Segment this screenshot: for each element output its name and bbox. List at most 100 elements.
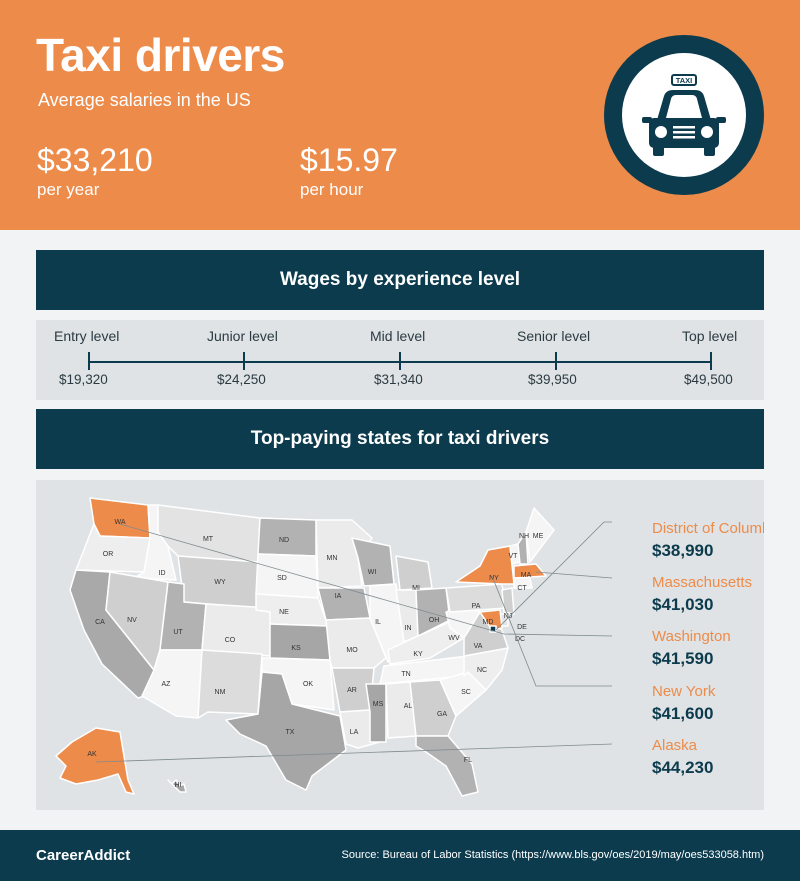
level-label-mid: Mid level	[370, 328, 426, 344]
state-label: PA	[472, 603, 481, 610]
timeline-tick	[555, 352, 557, 370]
top-state-value: $41,030	[652, 595, 714, 614]
state-label: NM	[215, 689, 226, 696]
taxi-icon-badge: TAXI	[604, 35, 764, 195]
state-label: NV	[127, 617, 137, 624]
state-label: OH	[429, 617, 440, 624]
state-label: NC	[477, 667, 487, 674]
state-ct	[513, 577, 533, 589]
hourly-salary-unit: per hour	[300, 180, 364, 199]
leader-line-dc	[495, 521, 612, 631]
leader-line-wa	[119, 523, 613, 637]
state-me	[525, 507, 555, 563]
leader-line-ak	[95, 743, 613, 763]
state-mi	[395, 555, 433, 591]
state-ma	[513, 563, 547, 579]
level-value-mid: $31,340	[374, 372, 423, 387]
state-label: TX	[286, 729, 295, 736]
state-label: MS	[373, 701, 384, 708]
top-state-value: $41,590	[652, 649, 714, 668]
state-label: MT	[203, 536, 214, 543]
state-label: MO	[346, 647, 358, 654]
top-state-value: $41,600	[652, 704, 714, 723]
page-subtitle: Average salaries in the US	[38, 90, 251, 110]
brand-logo: CareerAddict	[36, 847, 131, 864]
state-label: ID	[159, 570, 166, 577]
level-label-junior: Junior level	[207, 328, 278, 344]
top-state-name: Alaska	[652, 737, 698, 754]
level-label-top: Top level	[682, 328, 738, 344]
top-state-value: $44,230	[652, 758, 714, 777]
state-md	[479, 609, 503, 631]
timeline-tick	[710, 352, 712, 370]
state-ga	[409, 679, 457, 737]
experience-heading: Wages by experience level	[36, 250, 764, 310]
top-state-value: $38,990	[652, 541, 714, 560]
state-label: MN	[327, 555, 338, 562]
footer: CareerAddict Source: Bureau of Labor Sta…	[0, 830, 800, 881]
state-label: UT	[173, 629, 183, 636]
top-state-name: District of Columbia	[652, 520, 764, 537]
state-label: NH	[519, 533, 529, 540]
state-label: KY	[413, 651, 423, 658]
state-label: SC	[461, 689, 471, 696]
state-label: ND	[279, 537, 289, 544]
state-label: OK	[303, 681, 313, 688]
state-label: WV	[448, 635, 460, 642]
state-label: MD	[483, 619, 494, 626]
level-label-senior: Senior level	[517, 328, 591, 344]
state-label: ME	[533, 533, 544, 540]
state-ak	[55, 727, 135, 795]
leader-lines	[95, 521, 613, 763]
state-label: DE	[517, 624, 527, 631]
state-label: KS	[291, 645, 301, 652]
state-label: MA	[521, 572, 532, 579]
state-label: DC	[515, 636, 525, 643]
state-label: VT	[509, 553, 519, 560]
timeline-tick	[88, 352, 90, 370]
source-citation: Source: Bureau of Labor Statistics (http…	[341, 849, 764, 861]
state-label: TN	[401, 671, 410, 678]
state-label: IA	[335, 593, 342, 600]
state-label: CA	[95, 619, 105, 626]
yearly-salary: $33,210 per year	[37, 142, 153, 200]
state-label: FL	[464, 757, 472, 764]
state-hi	[167, 779, 187, 793]
state-label: GA	[437, 711, 447, 718]
state-label: WY	[214, 579, 226, 586]
hourly-salary-value: $15.97	[300, 142, 398, 178]
level-value-senior: $39,950	[528, 372, 577, 387]
header: Taxi drivers Average salaries in the US …	[0, 0, 800, 230]
timeline-tick	[399, 352, 401, 370]
experience-timeline: Entry level Junior level Mid level Senio…	[36, 320, 764, 400]
hourly-salary: $15.97 per hour	[300, 142, 398, 200]
state-nm	[197, 649, 263, 719]
state-label: SD	[277, 575, 287, 582]
state-sd	[255, 553, 319, 599]
top-state-name: New York	[652, 683, 716, 700]
taxi-sign-text: TAXI	[676, 76, 693, 85]
page-title: Taxi drivers	[36, 29, 285, 81]
state-fl	[415, 735, 479, 797]
state-label: CT	[517, 585, 527, 592]
state-label: HI	[175, 782, 182, 789]
yearly-salary-unit: per year	[37, 180, 100, 199]
taxi-icon: TAXI	[622, 53, 746, 177]
state-nj	[501, 587, 515, 615]
state-label: OR	[103, 551, 114, 558]
state-ks	[269, 623, 331, 661]
state-label: WI	[368, 569, 377, 576]
state-mt	[157, 504, 261, 563]
state-label: AK	[87, 751, 97, 758]
state-label: WA	[114, 519, 125, 526]
state-ia	[317, 587, 371, 621]
us-map: WA OR CA ID NV MT WY UT AZ CO NM ND SD N…	[55, 497, 613, 797]
leader-line-ny	[491, 575, 612, 687]
state-wa	[89, 497, 151, 539]
state-ny	[455, 545, 515, 585]
state-label: IL	[375, 619, 381, 626]
state-label: AR	[347, 687, 357, 694]
state-co	[201, 603, 273, 657]
level-value-junior: $24,250	[217, 372, 266, 387]
state-label: IN	[405, 625, 412, 632]
